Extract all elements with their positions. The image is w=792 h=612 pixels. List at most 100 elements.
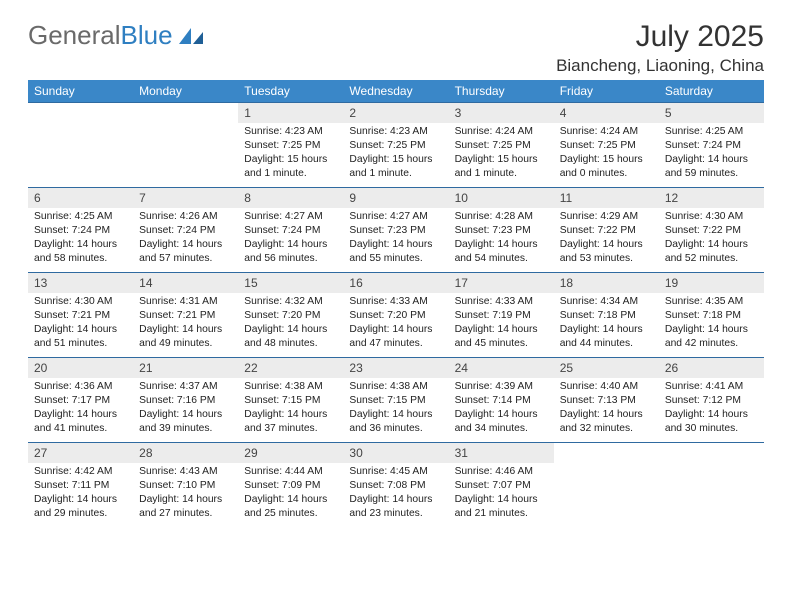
day-number: 28 — [133, 443, 238, 463]
day-line: Daylight: 14 hours — [560, 323, 653, 337]
day-line: and 29 minutes. — [34, 507, 127, 521]
day-text: Sunrise: 4:42 AMSunset: 7:11 PMDaylight:… — [28, 463, 133, 525]
day-number: 7 — [133, 188, 238, 208]
day-number: 15 — [238, 273, 343, 293]
day-line: Sunset: 7:18 PM — [560, 309, 653, 323]
day-header: Sunday — [28, 80, 133, 103]
day-number: 2 — [343, 103, 448, 123]
day-number: 17 — [449, 273, 554, 293]
calendar-cell: 27Sunrise: 4:42 AMSunset: 7:11 PMDayligh… — [28, 443, 133, 528]
day-text: Sunrise: 4:38 AMSunset: 7:15 PMDaylight:… — [343, 378, 448, 440]
day-text: Sunrise: 4:43 AMSunset: 7:10 PMDaylight:… — [133, 463, 238, 525]
day-line: Sunset: 7:20 PM — [349, 309, 442, 323]
day-line: and 45 minutes. — [455, 337, 548, 351]
day-line: Sunset: 7:07 PM — [455, 479, 548, 493]
day-text — [133, 123, 238, 129]
day-text: Sunrise: 4:33 AMSunset: 7:20 PMDaylight:… — [343, 293, 448, 355]
logo-text-blue: Blue — [121, 20, 173, 51]
day-line: Sunrise: 4:38 AM — [244, 380, 337, 394]
day-number: 9 — [343, 188, 448, 208]
day-number — [133, 103, 238, 123]
day-text: Sunrise: 4:23 AMSunset: 7:25 PMDaylight:… — [343, 123, 448, 185]
day-line: Sunset: 7:25 PM — [244, 139, 337, 153]
day-number — [659, 443, 764, 463]
calendar-cell: 2Sunrise: 4:23 AMSunset: 7:25 PMDaylight… — [343, 103, 448, 188]
day-text — [554, 463, 659, 469]
day-line: Daylight: 14 hours — [34, 323, 127, 337]
day-line: and 1 minute. — [349, 167, 442, 181]
day-line: Sunrise: 4:23 AM — [349, 125, 442, 139]
day-line: Sunset: 7:24 PM — [665, 139, 758, 153]
day-header: Saturday — [659, 80, 764, 103]
calendar-cell: 15Sunrise: 4:32 AMSunset: 7:20 PMDayligh… — [238, 273, 343, 358]
day-line: Sunrise: 4:35 AM — [665, 295, 758, 309]
day-line: and 1 minute. — [455, 167, 548, 181]
day-line: and 23 minutes. — [349, 507, 442, 521]
day-line: Sunset: 7:11 PM — [34, 479, 127, 493]
calendar-cell: 29Sunrise: 4:44 AMSunset: 7:09 PMDayligh… — [238, 443, 343, 528]
day-text: Sunrise: 4:26 AMSunset: 7:24 PMDaylight:… — [133, 208, 238, 270]
day-text: Sunrise: 4:30 AMSunset: 7:22 PMDaylight:… — [659, 208, 764, 270]
day-line: Daylight: 14 hours — [455, 408, 548, 422]
day-line: and 54 minutes. — [455, 252, 548, 266]
day-text: Sunrise: 4:46 AMSunset: 7:07 PMDaylight:… — [449, 463, 554, 525]
calendar-cell: 11Sunrise: 4:29 AMSunset: 7:22 PMDayligh… — [554, 188, 659, 273]
day-line: Sunrise: 4:37 AM — [139, 380, 232, 394]
day-line: Daylight: 14 hours — [34, 493, 127, 507]
day-line: Daylight: 15 hours — [244, 153, 337, 167]
calendar-cell: 17Sunrise: 4:33 AMSunset: 7:19 PMDayligh… — [449, 273, 554, 358]
day-line: Daylight: 14 hours — [455, 238, 548, 252]
calendar-cell: 7Sunrise: 4:26 AMSunset: 7:24 PMDaylight… — [133, 188, 238, 273]
day-number: 19 — [659, 273, 764, 293]
calendar-row: 13Sunrise: 4:30 AMSunset: 7:21 PMDayligh… — [28, 273, 764, 358]
calendar-cell: 22Sunrise: 4:38 AMSunset: 7:15 PMDayligh… — [238, 358, 343, 443]
calendar-cell: 3Sunrise: 4:24 AMSunset: 7:25 PMDaylight… — [449, 103, 554, 188]
day-line: Daylight: 14 hours — [349, 408, 442, 422]
day-line: Sunset: 7:09 PM — [244, 479, 337, 493]
day-number: 12 — [659, 188, 764, 208]
day-text: Sunrise: 4:34 AMSunset: 7:18 PMDaylight:… — [554, 293, 659, 355]
day-text: Sunrise: 4:45 AMSunset: 7:08 PMDaylight:… — [343, 463, 448, 525]
calendar-cell — [659, 443, 764, 528]
calendar-cell: 21Sunrise: 4:37 AMSunset: 7:16 PMDayligh… — [133, 358, 238, 443]
calendar-cell: 9Sunrise: 4:27 AMSunset: 7:23 PMDaylight… — [343, 188, 448, 273]
day-line: and 57 minutes. — [139, 252, 232, 266]
day-line: Sunrise: 4:43 AM — [139, 465, 232, 479]
day-line: Daylight: 14 hours — [244, 238, 337, 252]
day-header: Wednesday — [343, 80, 448, 103]
day-number: 22 — [238, 358, 343, 378]
day-text: Sunrise: 4:27 AMSunset: 7:24 PMDaylight:… — [238, 208, 343, 270]
calendar-cell: 19Sunrise: 4:35 AMSunset: 7:18 PMDayligh… — [659, 273, 764, 358]
day-text: Sunrise: 4:25 AMSunset: 7:24 PMDaylight:… — [659, 123, 764, 185]
day-header: Thursday — [449, 80, 554, 103]
day-number: 6 — [28, 188, 133, 208]
day-line: and 34 minutes. — [455, 422, 548, 436]
day-line: and 21 minutes. — [455, 507, 548, 521]
day-line: Daylight: 14 hours — [139, 238, 232, 252]
day-text: Sunrise: 4:41 AMSunset: 7:12 PMDaylight:… — [659, 378, 764, 440]
day-line: Sunset: 7:22 PM — [560, 224, 653, 238]
day-line: Sunrise: 4:25 AM — [34, 210, 127, 224]
day-line: and 52 minutes. — [665, 252, 758, 266]
calendar-head: SundayMondayTuesdayWednesdayThursdayFrid… — [28, 80, 764, 103]
calendar-row: 20Sunrise: 4:36 AMSunset: 7:17 PMDayligh… — [28, 358, 764, 443]
day-line: Sunset: 7:18 PM — [665, 309, 758, 323]
day-line: Sunrise: 4:38 AM — [349, 380, 442, 394]
day-line: Sunrise: 4:24 AM — [455, 125, 548, 139]
day-line: Sunrise: 4:44 AM — [244, 465, 337, 479]
day-line: Daylight: 14 hours — [455, 493, 548, 507]
day-line: and 39 minutes. — [139, 422, 232, 436]
calendar-cell: 13Sunrise: 4:30 AMSunset: 7:21 PMDayligh… — [28, 273, 133, 358]
day-line: Daylight: 14 hours — [244, 323, 337, 337]
day-line: Sunrise: 4:25 AM — [665, 125, 758, 139]
day-header: Friday — [554, 80, 659, 103]
calendar-cell: 18Sunrise: 4:34 AMSunset: 7:18 PMDayligh… — [554, 273, 659, 358]
calendar-cell: 16Sunrise: 4:33 AMSunset: 7:20 PMDayligh… — [343, 273, 448, 358]
day-number: 1 — [238, 103, 343, 123]
day-line: Daylight: 14 hours — [455, 323, 548, 337]
day-line: Sunrise: 4:41 AM — [665, 380, 758, 394]
day-line: Sunset: 7:24 PM — [34, 224, 127, 238]
day-line: Sunset: 7:21 PM — [34, 309, 127, 323]
day-line: and 41 minutes. — [34, 422, 127, 436]
calendar-cell: 14Sunrise: 4:31 AMSunset: 7:21 PMDayligh… — [133, 273, 238, 358]
